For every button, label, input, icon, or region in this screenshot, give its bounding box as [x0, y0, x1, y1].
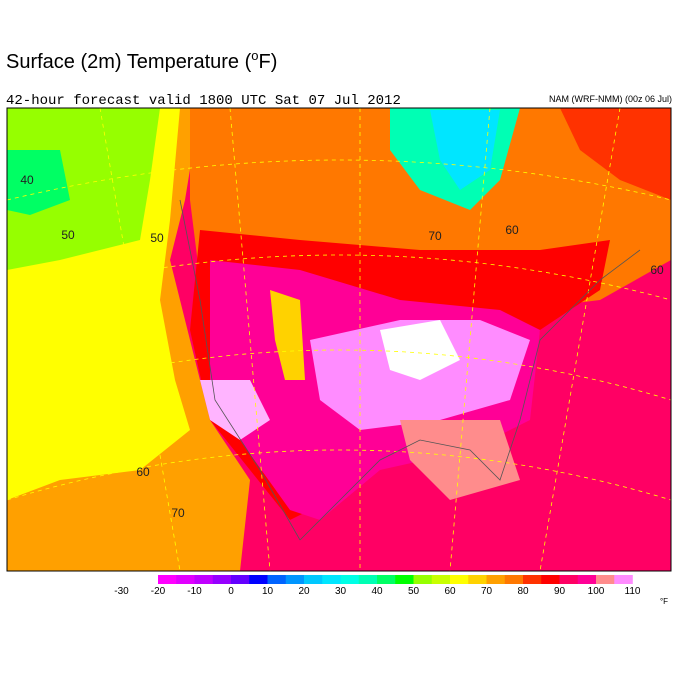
model-label: NAM (WRF-NMM) (00z 06 Jul) [549, 94, 672, 104]
colorbar-segment [231, 575, 250, 584]
colorbar-label: 10 [262, 586, 274, 597]
colorbar-segment [523, 575, 542, 584]
contour-label: 50 [61, 228, 75, 242]
colorbar-segment [249, 575, 268, 584]
colorbar-label: 80 [517, 586, 529, 597]
colorbar-label: 90 [554, 586, 566, 597]
colorbar-segment [413, 575, 433, 584]
colorbar-segment [577, 575, 597, 584]
contour-label: 70 [171, 506, 185, 520]
colorbar-segment [559, 575, 579, 584]
contour-label: 60 [136, 465, 150, 479]
colorbar-segment [322, 575, 341, 584]
colorbar-segment [614, 575, 633, 584]
colorbar-segment [194, 575, 214, 584]
colorbar-label: -10 [187, 586, 202, 597]
colorbar-segment [541, 575, 560, 584]
colorbar-segment [395, 575, 414, 584]
subtitle: 42-hour forecast valid 1800 UTC Sat 07 J… [6, 93, 401, 109]
colorbar-segment [158, 575, 177, 584]
colorbar-segment [176, 575, 195, 584]
contour-label: 70 [428, 229, 442, 243]
map [7, 108, 671, 571]
colorbar-label: 0 [228, 586, 234, 597]
colorbar-label: -30 [114, 586, 129, 597]
colorbar-segment [486, 575, 506, 584]
colorbar-segment [358, 575, 378, 584]
colorbar-label: 110 [625, 586, 641, 597]
colorbar-segment [450, 575, 469, 584]
colorbar-segment [504, 575, 524, 584]
colorbar-segment [304, 575, 323, 584]
colorbar-label: 100 [588, 586, 605, 597]
colorbar-segment [340, 575, 360, 584]
colorbar-segment [377, 575, 396, 584]
colorbar-segment [285, 575, 305, 584]
colorbar-label: -20 [151, 586, 166, 597]
colorbar-label: 40 [371, 586, 383, 597]
contour-label: 60 [505, 223, 519, 237]
colorbar-label: 20 [298, 586, 310, 597]
colorbar-unit: °F [660, 597, 668, 606]
title: Surface (2m) Temperature (oF) [6, 48, 277, 73]
contour-label: 50 [150, 231, 164, 245]
colorbar-label: 70 [481, 586, 493, 597]
colorbar-label: 30 [335, 586, 347, 597]
contour-label: 40 [20, 173, 34, 187]
colorbar-segment [212, 575, 232, 584]
colorbar-label: 60 [444, 586, 456, 597]
contour-label: 60 [650, 263, 664, 277]
colorbar-segment [596, 575, 615, 584]
map-frame [6, 107, 672, 572]
colorbar-segment [267, 575, 287, 584]
colorbar-label: 50 [408, 586, 420, 597]
colorbar-segment [468, 575, 487, 584]
colorbar: -30 -20 -10 0 10 20 30 40 50 60 70 80 90 100 110 °F [114, 575, 668, 606]
colorbar-segment [431, 575, 451, 584]
